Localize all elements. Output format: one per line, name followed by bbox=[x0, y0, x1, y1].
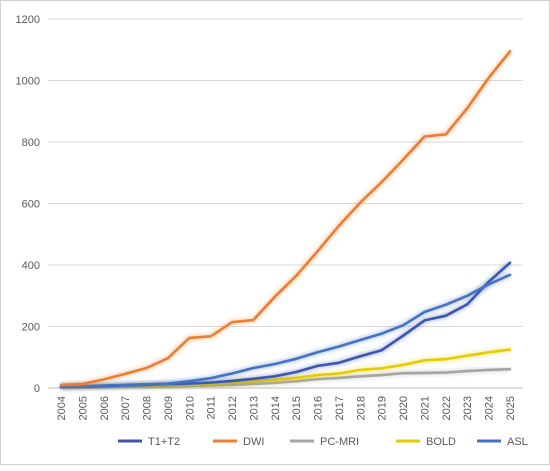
gridlines bbox=[48, 18, 523, 389]
legend-label: DWI bbox=[243, 436, 264, 448]
x-tick-label: 2005 bbox=[77, 396, 89, 420]
series-line-asl bbox=[59, 273, 512, 388]
x-tick-label: 2019 bbox=[377, 396, 389, 420]
series-line-t1-t2 bbox=[59, 261, 512, 389]
legend-item-dwi: DWI bbox=[213, 436, 264, 448]
x-tick-label: 2009 bbox=[163, 396, 175, 420]
y-tick-label: 1200 bbox=[16, 14, 40, 26]
y-tick-label: 200 bbox=[22, 322, 40, 334]
x-tick-label: 2007 bbox=[120, 396, 132, 420]
x-tick-label: 2006 bbox=[99, 396, 111, 420]
x-tick-label: 2010 bbox=[184, 396, 196, 420]
series-glow-bold bbox=[60, 346, 511, 391]
x-tick-label: 2017 bbox=[334, 396, 346, 420]
y-tick-label: 600 bbox=[22, 199, 40, 211]
x-tick-label: 2025 bbox=[505, 396, 517, 420]
legend-label: BOLD bbox=[426, 436, 456, 448]
x-tick-label: 2011 bbox=[206, 396, 218, 420]
legend-label: ASL bbox=[507, 436, 528, 448]
x-tick-label: 2022 bbox=[441, 396, 453, 420]
x-axis-tick-labels: 2004 2005 2006 2007 2008 2009 2010 2011 2012 2013… bbox=[56, 396, 517, 420]
x-tick-label: 2008 bbox=[142, 396, 154, 420]
series-line-dwi bbox=[59, 49, 512, 387]
legend: T1+T2 DWI PC-MRI BOLD ASL bbox=[118, 436, 528, 448]
x-tick-label: 2020 bbox=[398, 396, 410, 420]
x-tick-label: 2012 bbox=[227, 396, 239, 420]
x-tick-label: 2018 bbox=[355, 396, 367, 420]
x-tick-label: 2015 bbox=[291, 396, 303, 420]
x-tick-label: 2004 bbox=[56, 396, 68, 420]
series-glow-t1-t2 bbox=[60, 260, 512, 391]
y-tick-label: 0 bbox=[34, 383, 40, 395]
legend-item-pc-mri: PC-MRI bbox=[290, 436, 359, 448]
legend-label: PC-MRI bbox=[320, 436, 359, 448]
series-glow-dwi bbox=[60, 49, 513, 388]
legend-item-t1-t2: T1+T2 bbox=[118, 436, 180, 448]
y-tick-label: 800 bbox=[22, 137, 40, 149]
x-tick-label: 2016 bbox=[313, 396, 325, 420]
x-tick-label: 2014 bbox=[270, 396, 282, 420]
x-tick-label: 2023 bbox=[462, 396, 474, 420]
x-tick-label: 2021 bbox=[419, 396, 431, 420]
y-axis-tick-labels: 0 200 400 600 800 1000 1200 bbox=[16, 14, 40, 395]
y-tick-label: 1000 bbox=[16, 76, 40, 88]
series-lines bbox=[59, 49, 513, 391]
legend-item-bold: BOLD bbox=[396, 436, 456, 448]
legend-item-asl: ASL bbox=[477, 436, 528, 448]
legend-label: T1+T2 bbox=[148, 436, 180, 448]
x-tick-label: 2024 bbox=[484, 396, 496, 420]
x-tick-label: 2013 bbox=[248, 396, 260, 420]
y-tick-label: 400 bbox=[22, 260, 40, 272]
